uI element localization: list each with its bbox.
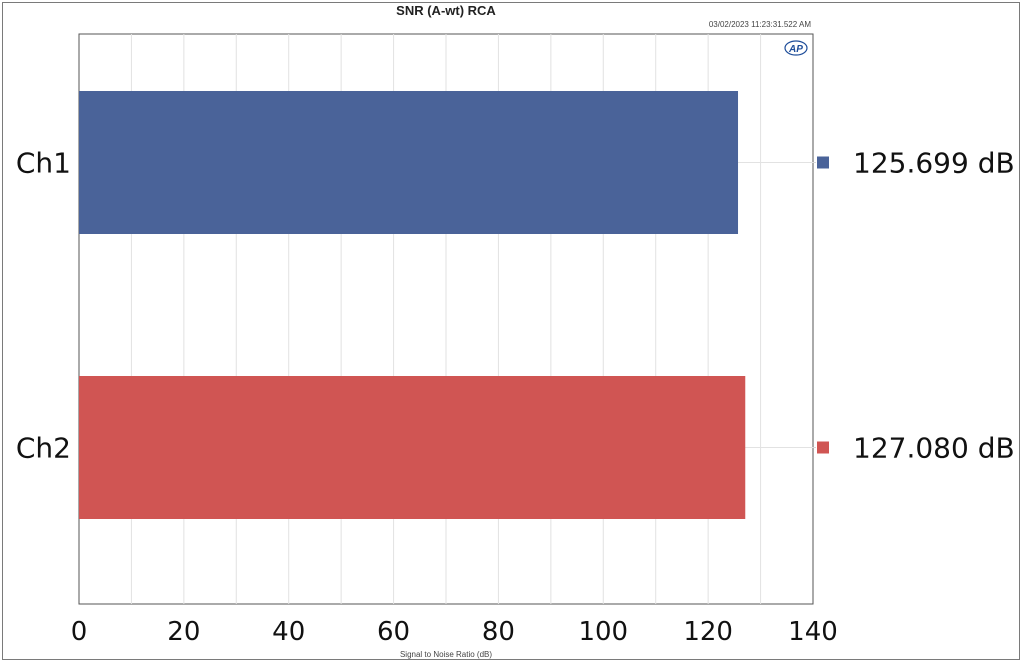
x-axis-label: Signal to Noise Ratio (dB): [400, 650, 492, 659]
x-tick-100: 100: [578, 617, 628, 647]
x-tick-labels: 0 20 40 60 80 100 120 140: [71, 617, 838, 647]
chart-title: SNR (A-wt) RCA: [396, 3, 496, 18]
x-tick-120: 120: [683, 617, 733, 647]
bar-ch1: [79, 91, 739, 234]
timestamp: 03/02/2023 11:23:31.522 AM: [709, 20, 811, 29]
category-labels: Ch1 Ch2: [16, 147, 71, 465]
category-label-ch1: Ch1: [16, 147, 71, 180]
ap-logo-text: AP: [788, 44, 803, 55]
category-label-ch2: Ch2: [16, 432, 71, 465]
legend-swatch-ch1: [817, 156, 829, 169]
x-tick-40: 40: [272, 617, 305, 647]
value-label-ch1: 125.699 dB: [853, 147, 1015, 180]
x-tick-80: 80: [482, 617, 515, 647]
ap-logo: AP: [784, 40, 808, 56]
bar-ch2: [79, 376, 746, 519]
x-tick-0: 0: [71, 617, 88, 647]
x-tick-20: 20: [167, 617, 200, 647]
value-legend: 125.699 dB 127.080 dB: [813, 147, 1015, 465]
bars: [79, 91, 746, 519]
x-tick-60: 60: [377, 617, 410, 647]
legend-swatch-ch2: [817, 441, 829, 454]
x-tick-140: 140: [788, 617, 838, 647]
value-label-ch2: 127.080 dB: [853, 432, 1015, 465]
